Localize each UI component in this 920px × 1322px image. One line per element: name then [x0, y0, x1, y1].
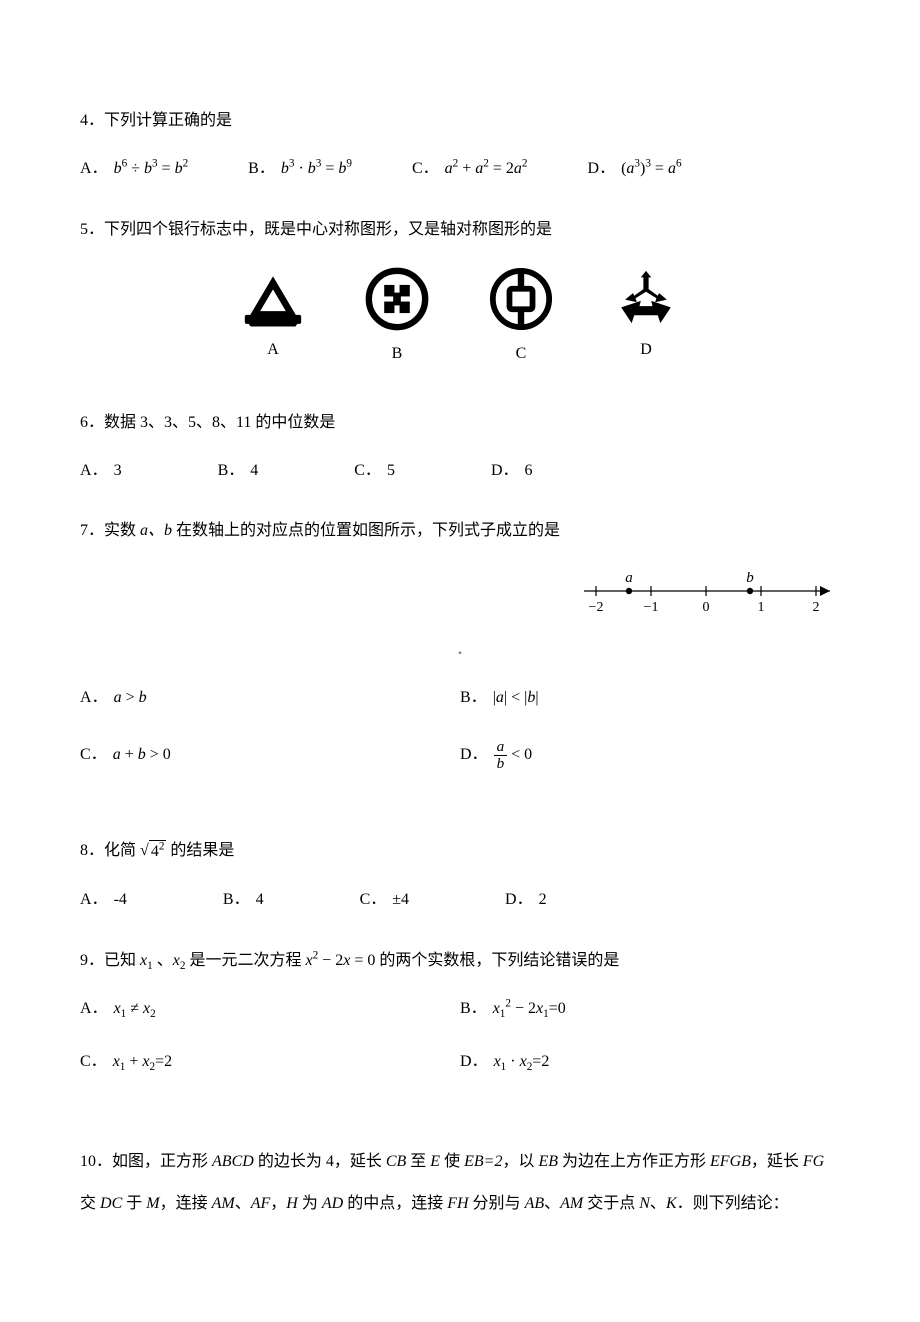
q8-opt-c: C．±4: [360, 889, 409, 911]
bank-logo-c-icon: [489, 267, 553, 331]
svg-text:−2: −2: [589, 600, 604, 615]
q9-options: A．x1 ≠ x2 B．x12 − 2x1=0 C．x1 + x2=2 D．x1…: [80, 998, 840, 1103]
q5-logo-a: A: [241, 267, 305, 365]
q6-opt-a: A．3: [80, 460, 122, 482]
q6-stem: 6．数据 3、3、5、8、11 的中位数是: [80, 412, 840, 434]
q5-logos: A B C: [80, 267, 840, 365]
q5-label-c: C: [516, 343, 527, 365]
q9-opt-d: D．x1 · x2=2: [460, 1051, 840, 1073]
q8-options: A．-4 B．4 C．±4 D．2: [80, 889, 840, 911]
q8-opt-b: B．4: [223, 889, 264, 911]
q5-logo-b: B: [365, 267, 429, 365]
q6-opt-b: B．4: [218, 460, 259, 482]
q4-opt-a: A．b6 ÷ b3 = b2: [80, 158, 188, 180]
q6-num: 6: [80, 414, 88, 431]
q4-options: A．b6 ÷ b3 = b2 B．b3 · b3 = b9 C．a2 + a2 …: [80, 158, 840, 180]
q9-opt-b: B．x12 − 2x1=0: [460, 998, 840, 1020]
question-8: 8．化简 √42 的结果是 A．-4 B．4 C．±4 D．2: [80, 840, 840, 912]
q10-num: 10: [80, 1153, 96, 1170]
question-6: 6．数据 3、3、5、8、11 的中位数是 A．3 B．4 C．5 D．6: [80, 412, 840, 483]
q6-opt-d: D．6: [491, 460, 533, 482]
q7-opt-a: A．a > b: [80, 687, 460, 709]
q5-label-a: A: [267, 339, 279, 361]
q9-stem: 9．已知 x1 、x2 是一元二次方程 x2 − 2x = 0 的两个实数根，下…: [80, 950, 840, 972]
q7-stem: 7．实数 a、b 在数轴上的对应点的位置如图所示，下列式子成立的是: [80, 520, 840, 542]
svg-text:−1: −1: [644, 600, 659, 615]
q6-options: A．3 B．4 C．5 D．6: [80, 460, 840, 482]
bank-logo-d-icon: [613, 267, 679, 327]
q4-num: 4: [80, 112, 88, 129]
question-9: 9．已知 x1 、x2 是一元二次方程 x2 − 2x = 0 的两个实数根，下…: [80, 950, 840, 1103]
q9-opt-c: C．x1 + x2=2: [80, 1051, 460, 1073]
q9-opt-a: A．x1 ≠ x2: [80, 998, 460, 1020]
q5-stem: 5．下列四个银行标志中，既是中心对称图形，又是轴对称图形的是: [80, 219, 840, 241]
page-ornament-icon: ▪: [80, 647, 840, 661]
q4-opt-c: C．a2 + a2 = 2a2: [412, 158, 528, 180]
svg-text:a: a: [625, 570, 633, 586]
q5-num: 5: [80, 221, 88, 238]
bank-logo-b-icon: [365, 267, 429, 331]
question-4: 4．下列计算正确的是 A．b6 ÷ b3 = b2 B．b3 · b3 = b9…: [80, 110, 840, 181]
q8-opt-d: D．2: [505, 889, 547, 911]
q6-text: 数据 3、3、5、8、11 的中位数是: [104, 414, 335, 431]
q7-options: A．a > b B．|a| < |b| C．a + b > 0 D．ab < 0: [80, 687, 840, 802]
q7-opt-d: D．ab < 0: [460, 739, 840, 772]
question-5: 5．下列四个银行标志中，既是中心对称图形，又是轴对称图形的是 A B: [80, 219, 840, 366]
q7-opt-b: B．|a| < |b|: [460, 687, 840, 709]
svg-text:0: 0: [703, 600, 710, 615]
q8-num: 8: [80, 842, 88, 859]
q4-opt-b: B．b3 · b3 = b9: [248, 158, 352, 180]
question-7: 7．实数 a、b 在数轴上的对应点的位置如图所示，下列式子成立的是 −2 −1 0 1…: [80, 520, 840, 802]
q4-text: 下列计算正确的是: [104, 112, 232, 129]
q7-num: 7: [80, 522, 88, 539]
q7-numberline-wrap: −2 −1 0 1 2 a b: [80, 569, 840, 621]
question-10: 10．如图，正方形 ABCD 的边长为 4，延长 CB 至 E 使 EB=2，以…: [80, 1141, 840, 1224]
svg-text:1: 1: [758, 600, 765, 615]
q8-stem: 8．化简 √42 的结果是: [80, 840, 840, 863]
q9-num: 9: [80, 952, 88, 969]
q4-stem: 4．下列计算正确的是: [80, 110, 840, 132]
q8-opt-a: A．-4: [80, 889, 127, 911]
q10-stem: 10．如图，正方形 ABCD 的边长为 4，延长 CB 至 E 使 EB=2，以…: [80, 1141, 840, 1224]
svg-text:2: 2: [813, 600, 820, 615]
q5-logo-d: D: [613, 267, 679, 365]
bank-logo-a-icon: [241, 267, 305, 327]
q6-opt-c: C．5: [354, 460, 395, 482]
number-line-icon: −2 −1 0 1 2 a b: [580, 569, 840, 621]
q5-logo-c: C: [489, 267, 553, 365]
svg-text:b: b: [746, 570, 754, 586]
q4-opt-d: D．(a3)3 = a6: [588, 158, 682, 180]
q7-opt-c: C．a + b > 0: [80, 739, 460, 772]
q5-label-b: B: [392, 343, 403, 365]
q5-text: 下列四个银行标志中，既是中心对称图形，又是轴对称图形的是: [104, 221, 552, 238]
q5-label-d: D: [640, 339, 652, 361]
